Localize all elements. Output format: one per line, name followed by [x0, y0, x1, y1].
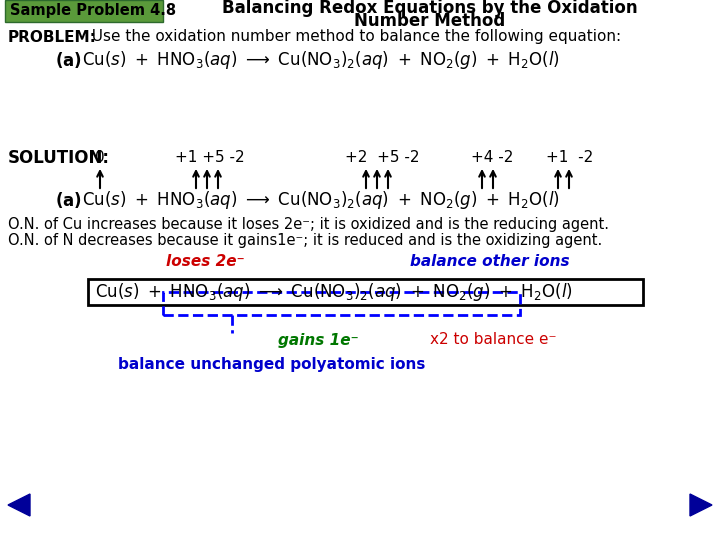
Text: balance other ions: balance other ions	[410, 254, 570, 269]
Text: balance unchanged polyatomic ions: balance unchanged polyatomic ions	[118, 357, 426, 373]
Text: O.N. of Cu increases because it loses 2e⁻; it is oxidized and is the reducing ag: O.N. of Cu increases because it loses 2e…	[8, 217, 609, 232]
Text: Number Method: Number Method	[354, 12, 505, 30]
Text: gains 1e⁻: gains 1e⁻	[278, 333, 359, 348]
Text: PROBLEM:: PROBLEM:	[8, 30, 97, 44]
Text: Balancing Redox Equations by the Oxidation: Balancing Redox Equations by the Oxidati…	[222, 0, 638, 17]
Bar	[88, 279, 643, 305]
Text: $\mathbf{(a)}$: $\mathbf{(a)}$	[55, 50, 82, 70]
Text: $\mathrm{Cu(}\mathit{s}\mathrm{)\ +\ HNO_3(}\mathit{aq}\mathrm{)\ {\longrightarr: $\mathrm{Cu(}\mathit{s}\mathrm{)\ +\ HNO…	[82, 49, 559, 71]
Text: $\mathrm{Cu(}\mathit{s}\mathrm{)\ +\ HNO_3(}\mathit{aq}\mathrm{)\ {\longrightarr: $\mathrm{Cu(}\mathit{s}\mathrm{)\ +\ HNO…	[82, 189, 559, 211]
Bar	[5, 0, 163, 22]
Polygon shape	[690, 494, 712, 516]
Text: +2  +5 -2: +2 +5 -2	[345, 151, 419, 165]
Text: +1  -2: +1 -2	[546, 151, 593, 165]
Text: x2 to balance e⁻: x2 to balance e⁻	[430, 333, 557, 348]
Text: Use the oxidation number method to balance the following equation:: Use the oxidation number method to balan…	[82, 30, 621, 44]
Text: $\mathrm{Cu(}\mathit{s}\mathrm{)\ +\ HNO_3(}\mathit{aq}\mathrm{)\ {\longrightarr: $\mathrm{Cu(}\mathit{s}\mathrm{)\ +\ HNO…	[95, 281, 573, 303]
Text: O.N. of N decreases because it gains1e⁻; it is reduced and is the oxidizing agen: O.N. of N decreases because it gains1e⁻;…	[8, 233, 602, 247]
Polygon shape	[8, 494, 30, 516]
Text: $\mathbf{(a)}$: $\mathbf{(a)}$	[55, 190, 82, 210]
Text: Sample Problem 4.8: Sample Problem 4.8	[10, 3, 176, 18]
Text: 0: 0	[95, 151, 105, 165]
Text: +4 -2: +4 -2	[471, 151, 513, 165]
Text: SOLUTION:: SOLUTION:	[8, 149, 110, 167]
Text: +1 +5 -2: +1 +5 -2	[175, 151, 245, 165]
Bar	[163, 292, 520, 315]
Text: loses 2e⁻: loses 2e⁻	[166, 254, 244, 269]
